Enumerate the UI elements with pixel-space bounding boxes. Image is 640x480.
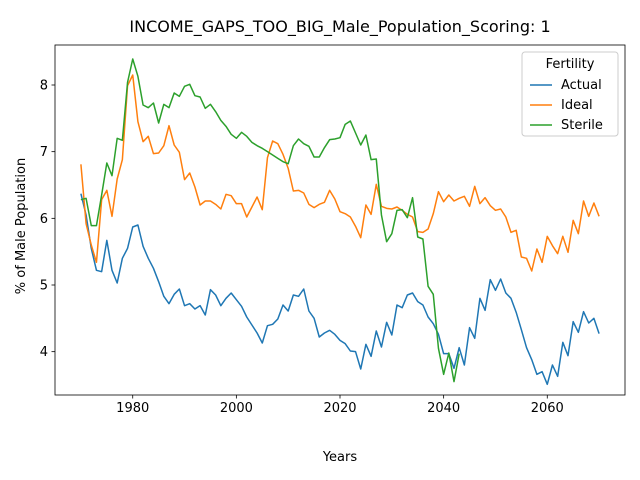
y-axis-title: % of Male Population — [14, 158, 29, 294]
y-tick-label: 4 — [40, 345, 48, 360]
series-line-actual — [80, 193, 600, 386]
legend-label-actual: Actual — [561, 78, 602, 93]
y-tick-label: 5 — [40, 279, 48, 294]
legend: Fertility Actual Ideal Sterile — [521, 51, 619, 137]
legend-label-ideal: Ideal — [561, 98, 593, 113]
y-tick-label: 7 — [40, 145, 48, 160]
plot-area: 1980 2000 2020 2040 2060 4 5 6 7 8 — [40, 44, 626, 416]
y-tick-label: 8 — [40, 79, 48, 94]
x-axis-title: Years — [322, 450, 358, 465]
y-tick-label: 6 — [40, 212, 48, 227]
series-line-sterile — [80, 58, 460, 383]
x-tick-label: 2060 — [531, 401, 564, 416]
chart-title: INCOME_GAPS_TOO_BIG_Male_Population_Scor… — [129, 17, 550, 37]
legend-label-sterile: Sterile — [561, 118, 603, 133]
x-tick-label: 2040 — [427, 401, 460, 416]
series-line-ideal — [80, 74, 600, 272]
legend-title: Fertility — [546, 57, 595, 72]
x-tick-label: 2000 — [220, 401, 253, 416]
x-tick-label: 2020 — [323, 401, 356, 416]
legend-box — [521, 51, 619, 137]
x-tick-label: 1980 — [116, 401, 149, 416]
